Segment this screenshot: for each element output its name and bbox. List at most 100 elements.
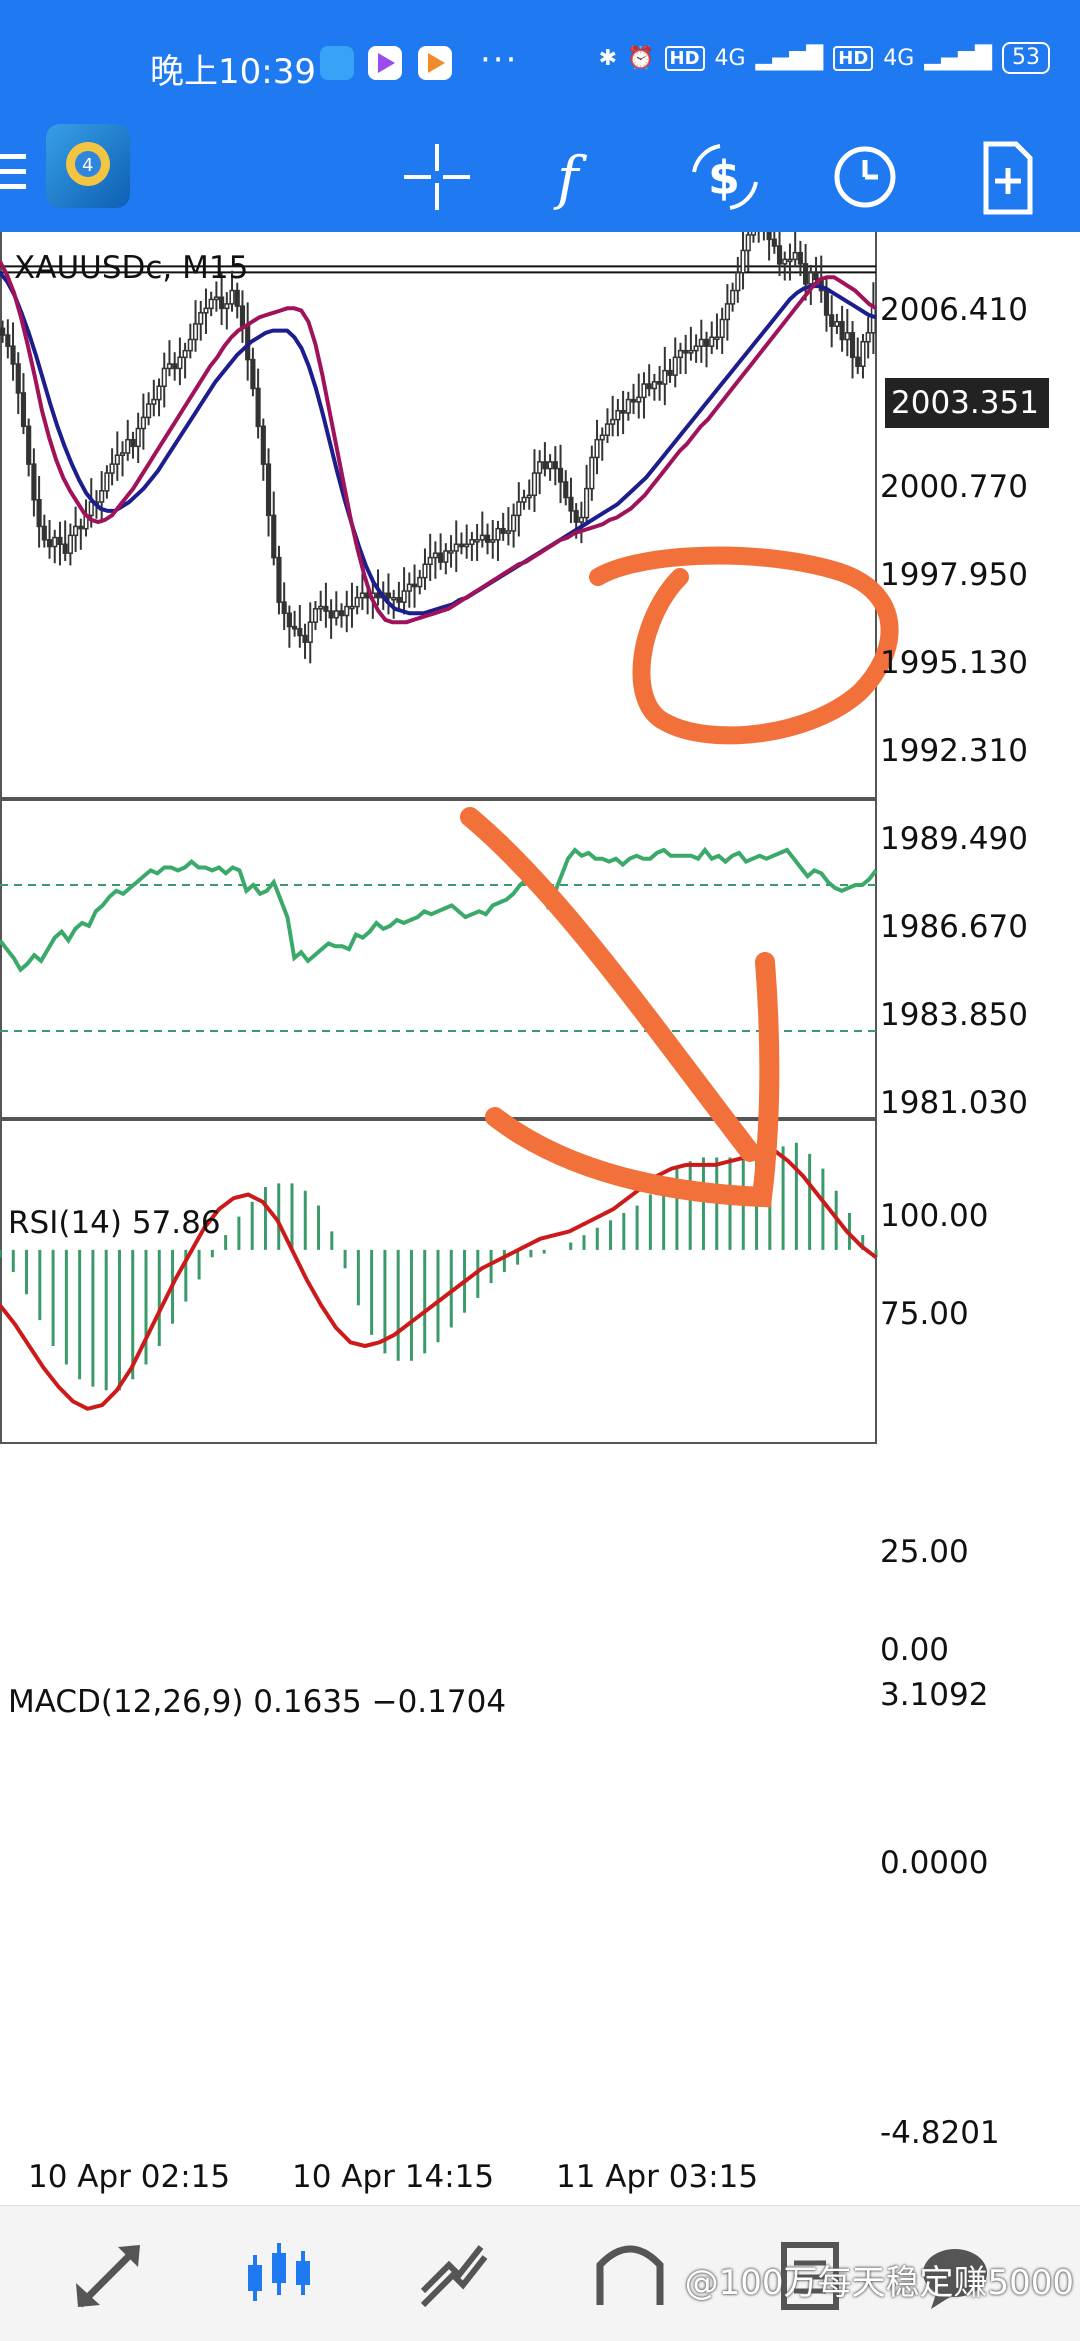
menu-icon[interactable]: [0, 150, 26, 194]
video-app-icon: [368, 46, 402, 80]
candle-body: [625, 398, 631, 414]
notification-app-icon: [320, 46, 354, 80]
candle-body: [662, 369, 668, 385]
candle-body: [177, 356, 183, 370]
chart-canvas[interactable]: [0, 232, 1080, 2202]
watermark: @100万每天稳定赚5000: [684, 2263, 1074, 2303]
macd-label: MACD(12,26,9) 0.1635 −0.1704: [8, 1684, 507, 1720]
candle-body: [615, 409, 621, 421]
svg-text:4: 4: [82, 155, 93, 176]
candle-body: [338, 610, 345, 617]
rsi-label: RSI(14) 57.86: [8, 1205, 221, 1241]
candle-body: [578, 516, 584, 523]
candle-body: [589, 456, 595, 490]
network-4g-1: 4G: [714, 45, 746, 71]
candle-body: [797, 251, 803, 265]
candle-body: [182, 349, 188, 359]
candle-body: [203, 307, 209, 314]
candle-body: [636, 396, 642, 403]
candle-body: [234, 289, 240, 307]
candle-body: [104, 472, 110, 492]
function-icon[interactable]: f: [535, 132, 625, 222]
candle-body: [505, 530, 511, 534]
candle-body: [568, 496, 574, 512]
crosshair-icon[interactable]: [392, 132, 482, 222]
candle-body: [250, 358, 256, 390]
candle-body: [823, 289, 830, 316]
candle-body: [703, 338, 710, 347]
trade-nav-icon[interactable]: [415, 2235, 495, 2315]
candle-body: [224, 303, 230, 310]
candle-body: [730, 289, 736, 305]
journal-icon[interactable]: [770, 2235, 850, 2315]
candle-body: [255, 387, 261, 428]
candle-body: [156, 385, 162, 401]
svg-text:f: f: [553, 144, 588, 212]
candle-body: [62, 543, 68, 554]
candle-body: [500, 527, 506, 534]
candle-body: [344, 605, 350, 617]
candle-body: [130, 438, 136, 448]
candle-body: [161, 367, 167, 387]
candle-body: [495, 527, 501, 541]
candle-body: [740, 249, 746, 274]
candle-body: [724, 303, 730, 321]
trade-icon[interactable]: $: [680, 132, 770, 222]
candle-body: [396, 596, 402, 603]
candle-body: [641, 383, 647, 399]
candle-body: [594, 438, 600, 459]
candle-body: [312, 608, 319, 623]
candle-body: [688, 349, 694, 354]
rsi-tick: 25.00: [880, 1534, 969, 1570]
candle-body: [782, 258, 788, 265]
candle-body: [427, 556, 433, 566]
history-icon[interactable]: [590, 2235, 670, 2315]
candle-body: [385, 592, 392, 599]
candle-body: [213, 296, 219, 301]
app-logo-icon[interactable]: 4: [46, 124, 130, 208]
candle-body: [41, 525, 47, 541]
candle-body: [239, 305, 246, 327]
candle-body: [855, 356, 861, 367]
messages-icon[interactable]: [915, 2235, 995, 2315]
candle-body: [114, 454, 120, 465]
more-notifications: ···: [480, 40, 519, 80]
clock-icon[interactable]: [820, 132, 910, 222]
quotes-icon[interactable]: [70, 2235, 150, 2315]
candle-body: [646, 383, 652, 390]
candle-body: [151, 398, 157, 405]
candle-body: [31, 463, 37, 501]
candle-body: [229, 289, 235, 305]
candle-body: [584, 487, 590, 519]
candle-body: [172, 363, 178, 370]
time-tick: 10 Apr 02:15: [28, 2159, 231, 2195]
candle-body: [349, 605, 355, 610]
candle-body: [192, 323, 199, 341]
candle-body: [490, 539, 496, 543]
status-time: 晚上10:39: [150, 52, 316, 92]
candle-body: [302, 634, 308, 643]
candle-body: [26, 425, 32, 465]
candle-body: [432, 552, 438, 559]
candle-body: [667, 369, 673, 376]
candle-body: [406, 583, 412, 592]
rsi-tick: 75.00: [880, 1296, 969, 1332]
candle-body: [67, 534, 73, 554]
candle-body: [411, 583, 418, 588]
candle-body: [323, 605, 329, 612]
candle-body: [599, 434, 605, 441]
chart-area[interactable]: [0, 232, 1080, 2202]
network-4g-2: 4G: [883, 45, 915, 71]
candle-body: [860, 340, 866, 367]
alarm-icon: ⏰: [627, 45, 655, 71]
candle-body: [318, 605, 324, 610]
chart-icon[interactable]: [240, 2235, 320, 2315]
candle-body: [5, 334, 11, 347]
candle-body: [531, 472, 538, 497]
price-tick: 1981.030: [880, 1085, 1028, 1121]
candle-body: [286, 612, 292, 628]
hd-badge-2: HD: [833, 45, 874, 71]
candle-body: [307, 621, 313, 643]
price-tick: 2006.410: [880, 292, 1028, 328]
new-document-icon[interactable]: [962, 132, 1052, 222]
